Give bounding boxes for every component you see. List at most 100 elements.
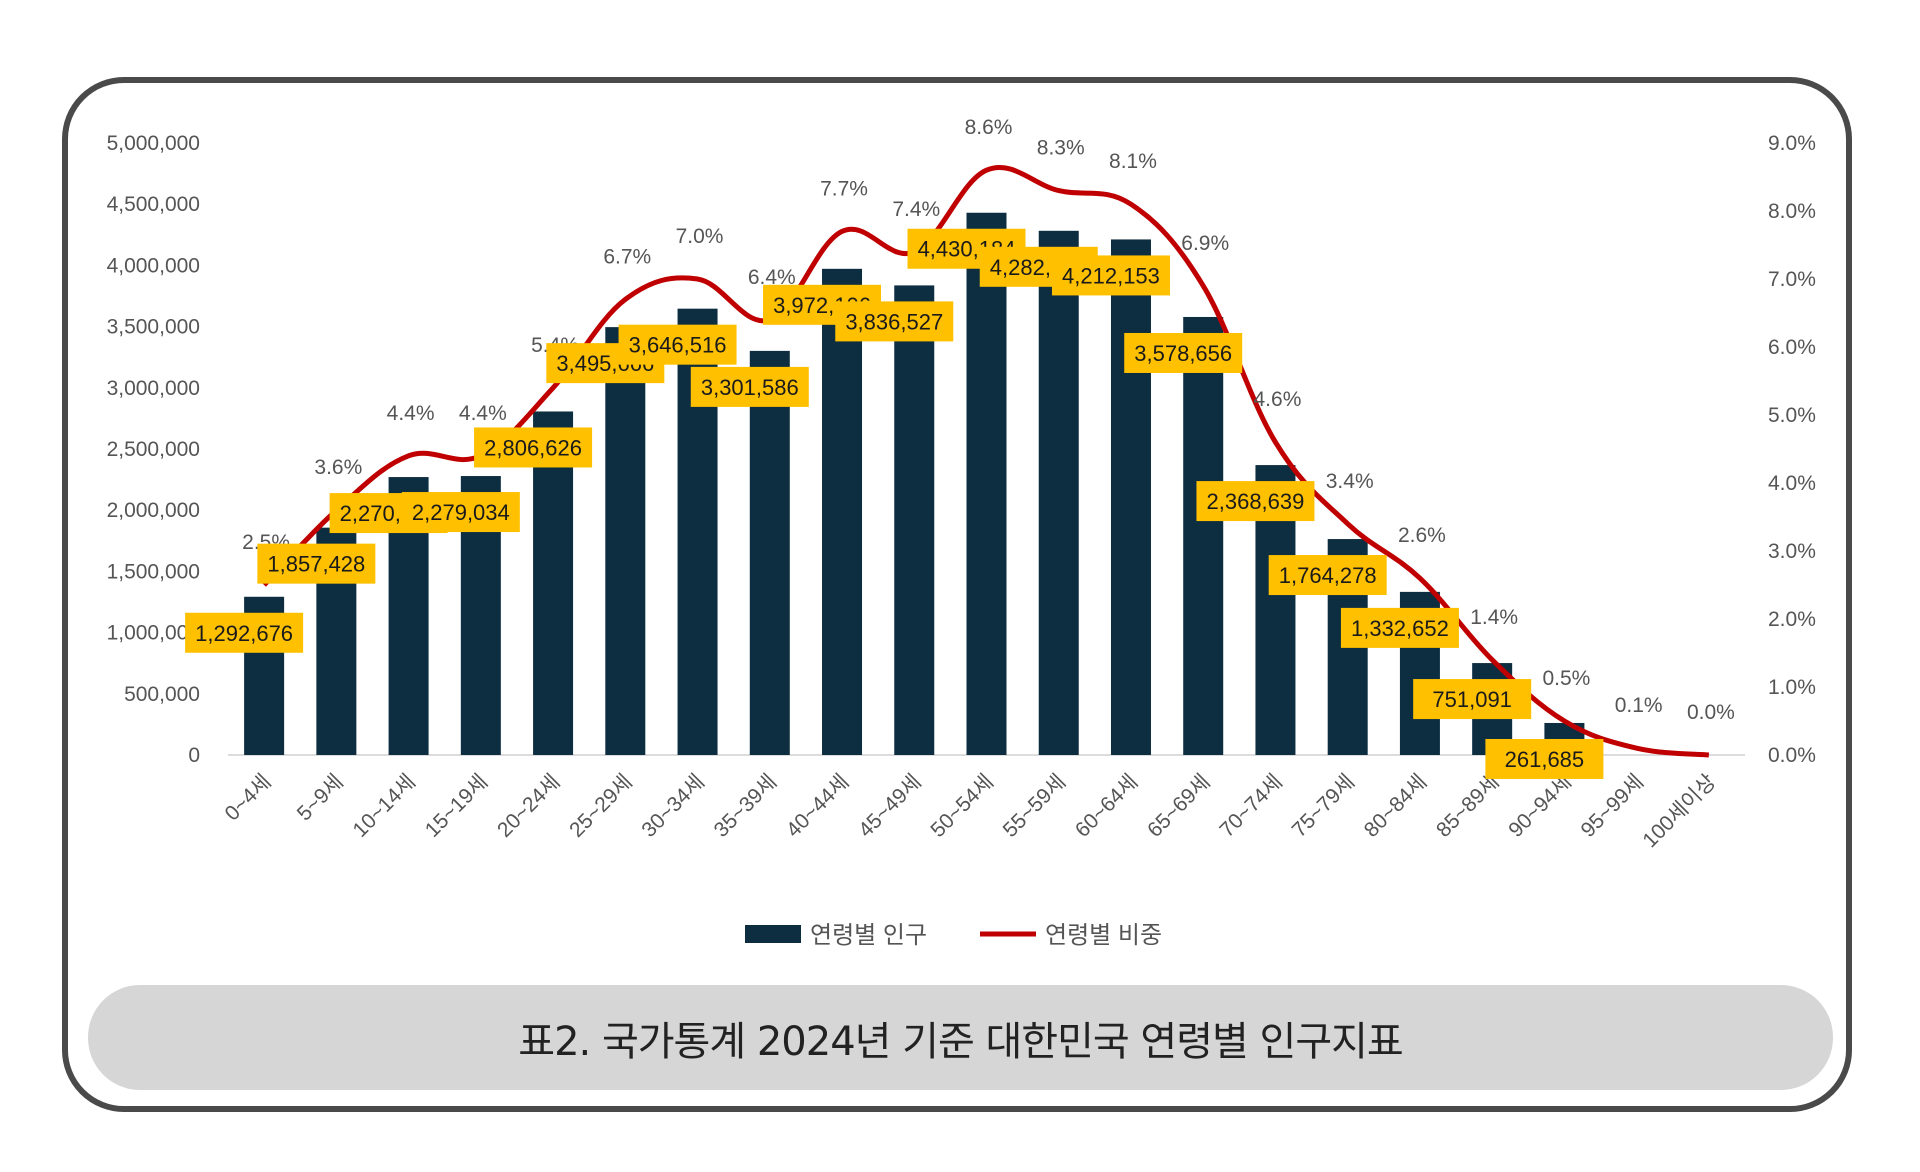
value-label: 3,301,586	[701, 375, 799, 400]
y-right-tick-label: 2.0%	[1768, 608, 1816, 631]
x-tick-label: 60~64세	[1071, 770, 1143, 842]
value-label-box	[690, 366, 809, 407]
legend-line-label: 연령별 비중	[1045, 922, 1162, 949]
y-right-tick-label: 5.0%	[1768, 404, 1816, 427]
y-right-tick-label: 1.0%	[1768, 676, 1816, 699]
value-label: 1,857,428	[267, 552, 365, 577]
value-label-box	[618, 324, 737, 365]
y-left-tick-label: 5,000,000	[107, 132, 200, 155]
percent-label: 8.3%	[1037, 137, 1085, 160]
x-tick-label: 55~59세	[999, 770, 1071, 842]
percent-label: 4.6%	[1254, 388, 1302, 411]
value-label-box	[401, 492, 520, 533]
percent-label: 8.6%	[965, 116, 1013, 139]
data-labels: 2.5%3.6%4.4%4.4%5.4%6.7%7.0%6.4%7.7%7.4%…	[185, 116, 1735, 779]
percent-label: 3.6%	[314, 456, 362, 479]
x-tick-label: 100세이상	[1638, 770, 1720, 852]
chart-caption: 표2. 국가통계 2024년 기준 대한민국 연령별 인구지표	[88, 985, 1833, 1090]
y-left-tick-label: 1,000,000	[107, 622, 200, 645]
bar	[1183, 316, 1224, 755]
percent-label: 6.9%	[1181, 232, 1229, 255]
value-label-box	[1485, 738, 1604, 779]
percent-label: 4.4%	[387, 402, 435, 425]
value-label-box	[185, 612, 304, 653]
percent-label: 0.1%	[1615, 694, 1663, 717]
value-label-box	[257, 543, 376, 584]
percent-label: 6.7%	[603, 245, 651, 268]
y-right-tick-label: 3.0%	[1768, 540, 1816, 563]
y-left-tick-label: 0	[188, 744, 200, 767]
bar	[605, 327, 646, 755]
percent-label: 7.0%	[676, 225, 724, 248]
y-left-tick-label: 2,500,000	[107, 438, 200, 461]
y-left-tick-label: 3,000,000	[107, 377, 200, 400]
y-left-tick-label: 3,500,000	[107, 316, 200, 339]
x-tick-label: 40~44세	[782, 770, 854, 842]
x-tick-label: 85~89세	[1432, 770, 1504, 842]
x-tick-label: 30~34세	[637, 770, 709, 842]
value-label: 1,764,278	[1279, 563, 1377, 588]
y-right-tick-label: 9.0%	[1768, 132, 1816, 155]
value-label-box	[1196, 481, 1315, 522]
percent-label: 6.4%	[748, 266, 796, 289]
value-label: 1,292,676	[195, 621, 293, 646]
value-label-box	[1268, 555, 1387, 596]
y-right-tick-label: 4.0%	[1768, 472, 1816, 495]
x-tick-label: 90~94세	[1504, 770, 1576, 842]
y-right-tick-label: 7.0%	[1768, 268, 1816, 291]
value-label-box	[1051, 255, 1170, 296]
x-tick-label: 50~54세	[926, 770, 998, 842]
value-label-box	[474, 427, 593, 468]
x-tick-label: 65~69세	[1143, 770, 1215, 842]
value-label-box	[1340, 607, 1459, 648]
bar	[1110, 239, 1151, 755]
percent-label: 3.4%	[1326, 470, 1374, 493]
legend-bar-swatch	[745, 925, 801, 943]
value-label: 261,685	[1505, 747, 1585, 772]
x-tick-label: 45~49세	[854, 770, 926, 842]
y-left-tick-label: 4,500,000	[107, 193, 200, 216]
y-left-tick-label: 2,000,000	[107, 499, 200, 522]
x-tick-label: 80~84세	[1360, 770, 1432, 842]
percent-label: 4.4%	[459, 402, 507, 425]
value-label-box	[1124, 332, 1243, 373]
bar	[749, 350, 790, 755]
legend-bar-label: 연령별 인구	[810, 922, 927, 949]
bar	[822, 268, 863, 755]
x-tick-label: 15~19세	[421, 770, 493, 842]
bar-series	[244, 212, 1585, 755]
value-label: 4,212,153	[1062, 263, 1160, 288]
legend: 연령별 인구 연령별 비중	[745, 922, 1162, 949]
percent-label: 1.4%	[1470, 606, 1518, 629]
value-label: 2,368,639	[1207, 489, 1305, 514]
bar	[1038, 230, 1079, 755]
x-tick-label: 0~4세	[221, 770, 276, 825]
y-right-tick-label: 0.0%	[1768, 744, 1816, 767]
value-label: 3,836,527	[845, 309, 943, 334]
value-label: 2,279,034	[412, 500, 510, 525]
percent-label: 0.5%	[1542, 667, 1590, 690]
value-label: 3,646,516	[629, 333, 727, 358]
value-label: 1,332,652	[1351, 616, 1449, 641]
x-tick-label: 70~74세	[1215, 770, 1287, 842]
value-label-box	[835, 301, 954, 342]
bar	[894, 285, 935, 755]
percent-label: 7.4%	[892, 198, 940, 221]
percent-label: 2.6%	[1398, 524, 1446, 547]
percent-label: 8.1%	[1109, 150, 1157, 173]
x-tick-label: 25~29세	[565, 770, 637, 842]
x-tick-label: 95~99세	[1577, 770, 1649, 842]
bar	[533, 411, 574, 755]
x-tick-label: 10~14세	[348, 770, 420, 842]
value-label: 2,806,626	[484, 435, 582, 460]
value-label: 3,578,656	[1134, 341, 1232, 366]
x-tick-label: 35~39세	[710, 770, 782, 842]
x-tick-label: 5~9세	[293, 770, 348, 825]
value-label-box	[1413, 679, 1532, 720]
x-tick-label: 20~24세	[493, 770, 565, 842]
percent-label: 7.7%	[820, 177, 868, 200]
y-left-tick-label: 4,000,000	[107, 254, 200, 277]
y-left-tick-label: 500,000	[124, 683, 200, 706]
y-left-tick-label: 1,500,000	[107, 560, 200, 583]
